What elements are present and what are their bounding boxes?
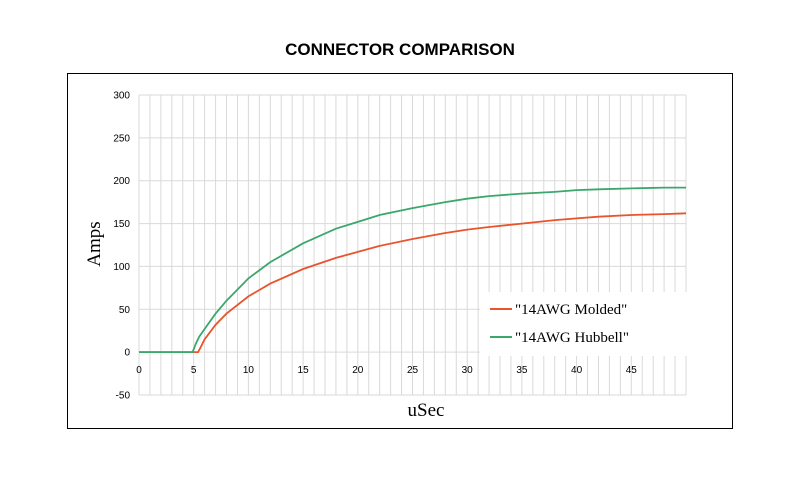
x-tick-label: 20: [352, 365, 364, 376]
y-tick-label: 300: [113, 91, 130, 102]
x-tick-label: 25: [407, 365, 419, 376]
y-tick-label: -50: [116, 391, 131, 402]
x-tick-label: 5: [191, 365, 197, 376]
x-tick-label: 30: [462, 365, 474, 376]
x-tick-label: 10: [243, 365, 255, 376]
legend-label-molded: "14AWG Molded": [515, 302, 627, 318]
x-axis-title: uSec: [408, 400, 445, 421]
y-axis-title: Amps: [84, 221, 105, 266]
chart-frame: -50 0 50 100 150 200 250 300 0 5 10 15 20 25 30 35 40 45…: [67, 73, 733, 429]
y-tick-label: 250: [113, 133, 130, 144]
chart-svg: -50 0 50 100 150 200 250 300 0 5 10 15 20 25 30 35 40 45…: [84, 91, 692, 421]
legend: "14AWG Molded" "14AWG Hubbell": [480, 292, 692, 356]
y-tick-label: 50: [119, 305, 131, 316]
x-tick-label: 35: [516, 365, 528, 376]
legend-label-hubbell: "14AWG Hubbell": [515, 330, 629, 346]
legend-box: [480, 292, 692, 356]
x-tick-label: 15: [298, 365, 310, 376]
series-line-1: [139, 186, 686, 353]
y-tick-labels: -50 0 50 100 150 200 250 300: [113, 91, 130, 402]
x-tick-label: 45: [626, 365, 638, 376]
x-tick-labels: 0 5 10 15 20 25 30 35 40 45: [136, 365, 637, 376]
y-tick-label: 150: [113, 219, 130, 230]
y-tick-label: 200: [113, 176, 130, 187]
y-tick-label: 0: [124, 348, 130, 359]
x-tick-label: 40: [571, 365, 583, 376]
x-tick-label: 0: [136, 365, 142, 376]
y-tick-label: 100: [113, 262, 130, 273]
chart-title: CONNECTOR COMPARISON: [285, 40, 515, 59]
series-line-0: [139, 212, 687, 353]
series-layer: [139, 186, 687, 353]
